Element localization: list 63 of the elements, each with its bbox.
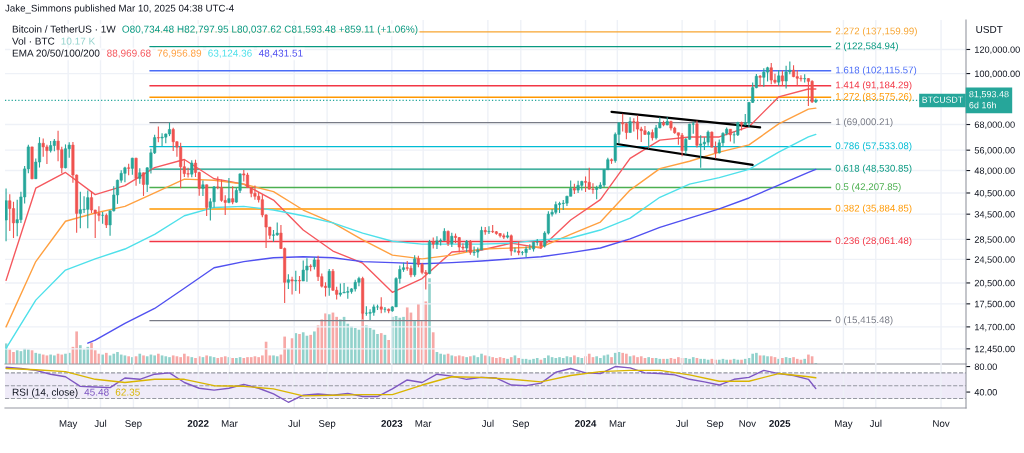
x-tick-label: Sep <box>512 420 530 429</box>
x-tick-label: Jul <box>288 419 300 427</box>
text: 76,956.89 <box>157 49 202 58</box>
y-tick-label: 14,700.00 <box>975 323 1015 332</box>
x-tick-label: Sep <box>318 420 336 429</box>
x-tick-label: Jul <box>94 419 107 427</box>
x-tick-label: Nov <box>933 420 950 427</box>
y-tick-label: 40.00 <box>974 388 997 396</box>
ref-line-label: 1.272 (83,575.26) <box>836 92 912 102</box>
text: 48,431.51 <box>258 49 303 58</box>
x-tick-label: Mar <box>415 420 432 427</box>
y-tick-label: 20,500.00 <box>974 279 1015 288</box>
legend-title: RSI (14, close) <box>12 388 78 398</box>
y-tick-label: 120,000.00 <box>975 46 1020 54</box>
x-tick-label: 2025 <box>769 420 791 427</box>
x-tick-label: May <box>59 420 78 429</box>
y-tick-label: 24,500.00 <box>974 256 1015 264</box>
ref-line-label: 0.786 (57,533.08) <box>835 142 912 152</box>
ref-line-label: 0.382 (35,884.85) <box>835 204 912 214</box>
x-tick-label: Jul <box>676 419 688 427</box>
ref-line-label: 0.5 (42,207.85) <box>835 183 901 193</box>
y-tick-label: 68,000.00 <box>974 121 1015 130</box>
x-tick-label: May <box>835 420 853 429</box>
annotation: O80,734.48 H82,797.95 L80,037.62 C81,593.48 +859.11 (+1.06%) <box>122 25 418 35</box>
y-tick-label: 100,000.00 <box>975 70 1020 79</box>
ref-line-label: 1.618 (102,115.57) <box>836 66 917 76</box>
x-tick-label: Sep <box>706 420 724 429</box>
x-tick-label: 2024 <box>575 420 597 427</box>
text: 88,969.68 <box>107 49 151 58</box>
text: 10.17 K <box>61 37 96 45</box>
chart-title: Bitcoin / TetherUS · 1W <box>12 25 116 33</box>
x-tick-label: 2023 <box>381 420 403 427</box>
x-tick-label: Mar <box>609 420 626 427</box>
x-tick-label: 2022 <box>187 420 209 427</box>
ref-line-label: 1 (69,000.21) <box>836 118 893 128</box>
x-tick-label: Jul <box>481 419 494 427</box>
x-tick-label: Nov <box>739 420 756 427</box>
y-tick-label: 12,450.00 <box>975 345 1015 354</box>
y-axis-title: USDT <box>976 25 1003 33</box>
ref-line-label: 0.618 (48,530.85) <box>835 164 912 174</box>
y-tick-label: 40,500.00 <box>974 189 1015 198</box>
legend-title: EMA 20/50/100/200 <box>12 49 100 57</box>
chart-subtitle: Jake_Simmons published Mar 10, 2025 04:38 UTC-4 <box>5 4 234 14</box>
ref-line-label: 2 (122,584.94) <box>835 42 898 52</box>
text: 63,124.36 <box>208 49 252 58</box>
y-tick-label: 48,000.00 <box>974 167 1015 176</box>
legend-title: Vol · BTC <box>12 37 55 45</box>
ref-line-label: 2.272 (137,159.99) <box>835 27 917 37</box>
ref-line-label: 0.236 (28,061.48) <box>835 236 912 246</box>
y-tick-label: 80.00 <box>974 363 997 370</box>
ref-line-label: BTCUSDT <box>922 96 963 103</box>
ref-line-label: 0 (15,415.48) <box>835 316 893 326</box>
x-tick-label: Jul <box>869 419 882 427</box>
y-tick-label: 56,000.00 <box>974 147 1015 155</box>
x-tick-label: Mar <box>221 420 238 427</box>
x-tick-label: Sep <box>125 420 142 429</box>
y-tick-label: 17,500.00 <box>975 300 1015 309</box>
series-label: 45.48 <box>84 388 109 396</box>
series-label: 62.35 <box>115 388 140 396</box>
y-tick-label: 34,500.00 <box>974 211 1015 219</box>
text: 81,593.48 6d 16h <box>969 90 1009 109</box>
y-tick-label: 28,500.00 <box>974 236 1015 244</box>
ref-line-label: 1.414 (91,184.29) <box>836 81 912 91</box>
